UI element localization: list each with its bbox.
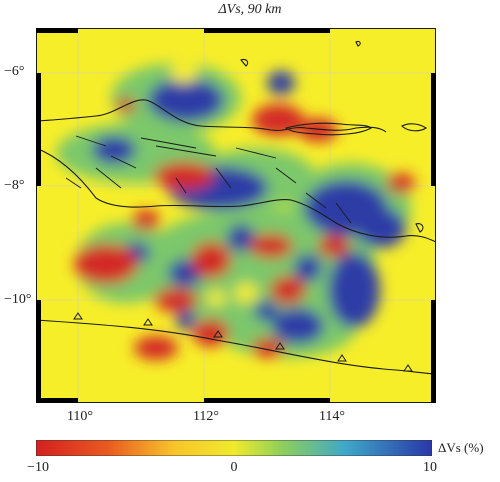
velocity-anomaly-field: [56, 63, 415, 360]
lat-label-6: −6°: [4, 64, 25, 79]
lon-label-112: 112°: [192, 409, 220, 424]
colorbar-tick-max: 10: [423, 460, 437, 475]
fault-lines: [65, 135, 352, 224]
colorbar-tick-min: −10: [27, 460, 49, 475]
coastlines: [36, 40, 436, 243]
map-svg: [36, 28, 436, 403]
colorbar: [36, 440, 432, 456]
lat-label-10: −10°: [4, 292, 32, 307]
colorbar-label: ΔVs (%): [438, 440, 484, 455]
colorbar-tick-zero: 0: [230, 460, 238, 475]
map-title: ΔVs, 90 km: [218, 2, 282, 17]
tomography-map: [36, 28, 436, 403]
frame-ticks: [36, 28, 436, 403]
trench-triangles: [73, 312, 413, 372]
lat-label-8: −8°: [4, 178, 25, 193]
lon-label-114: 114°: [318, 409, 346, 424]
lon-label-110: 110°: [66, 409, 94, 424]
colorbar-gradient: [36, 440, 432, 456]
